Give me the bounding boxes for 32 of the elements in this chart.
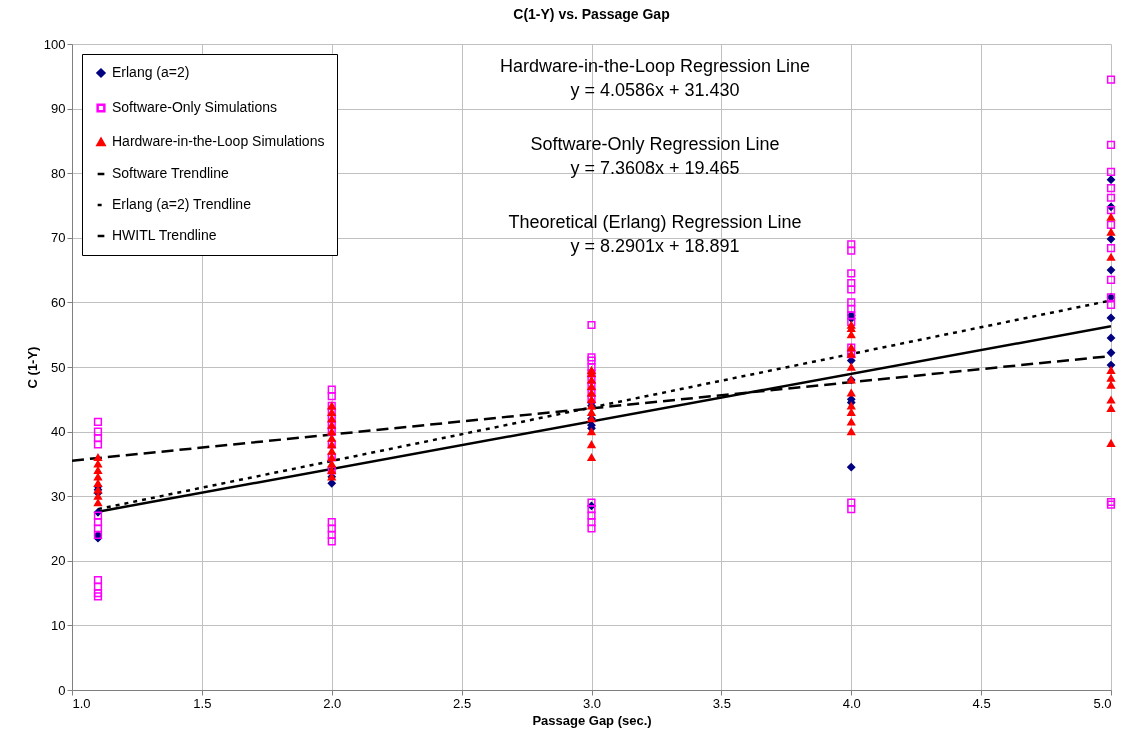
x-tick-label: 4.5 <box>972 695 991 711</box>
x-tick-label: 2.5 <box>453 695 472 711</box>
annotation: Hardware-in-the-Loop Regression Line y = 4.0586x + 31.430 <box>499 56 811 100</box>
legend-label: Software-Only Simulations <box>112 99 277 115</box>
x-tick-label: 5.0 <box>1093 695 1112 711</box>
y-tick-label: 50 <box>51 359 66 375</box>
x-tick-label: 2.0 <box>323 695 342 711</box>
y-tick-label: 30 <box>51 488 66 504</box>
x-tick-label: 1.0 <box>72 695 91 711</box>
y-tick-label: 90 <box>51 101 66 117</box>
y-tick-label: 70 <box>51 230 66 246</box>
x-tick-label: 3.5 <box>712 695 731 711</box>
y-tick-label: 0 <box>58 682 66 698</box>
annotation: Software-Only Regression Line y = 7.3608x + 19.465 <box>530 134 780 178</box>
chart-title: C(1-Y) vs. Passage Gap <box>513 6 670 22</box>
x-tick-label: 1.5 <box>193 695 212 711</box>
annotation: Theoretical (Erlang) Regression Line y = 8.2901x + 18.891 <box>508 212 802 256</box>
x-tick-label: 3.0 <box>582 695 602 711</box>
y-tick-label: 40 <box>51 424 66 440</box>
y-tick-label: 60 <box>51 294 66 310</box>
x-tick-label: 4.0 <box>842 695 861 711</box>
legend-label: Erlang (a=2) <box>112 64 190 80</box>
y-tick-label: 20 <box>51 553 66 569</box>
x-axis-title: Passage Gap (sec.) <box>532 712 652 728</box>
legend-label: Hardware-in-the-Loop Simulations <box>112 133 325 149</box>
legend-label: HWITL Trendline <box>112 227 217 243</box>
y-tick-label: 100 <box>43 36 66 52</box>
y-tick-label: 80 <box>51 165 66 181</box>
legend-label: Erlang (a=2) Trendline <box>112 196 252 212</box>
y-axis-title: C (1-Y) <box>24 346 40 389</box>
legend-label: Software Trendline <box>112 165 229 181</box>
y-tick-label: 10 <box>51 617 66 633</box>
